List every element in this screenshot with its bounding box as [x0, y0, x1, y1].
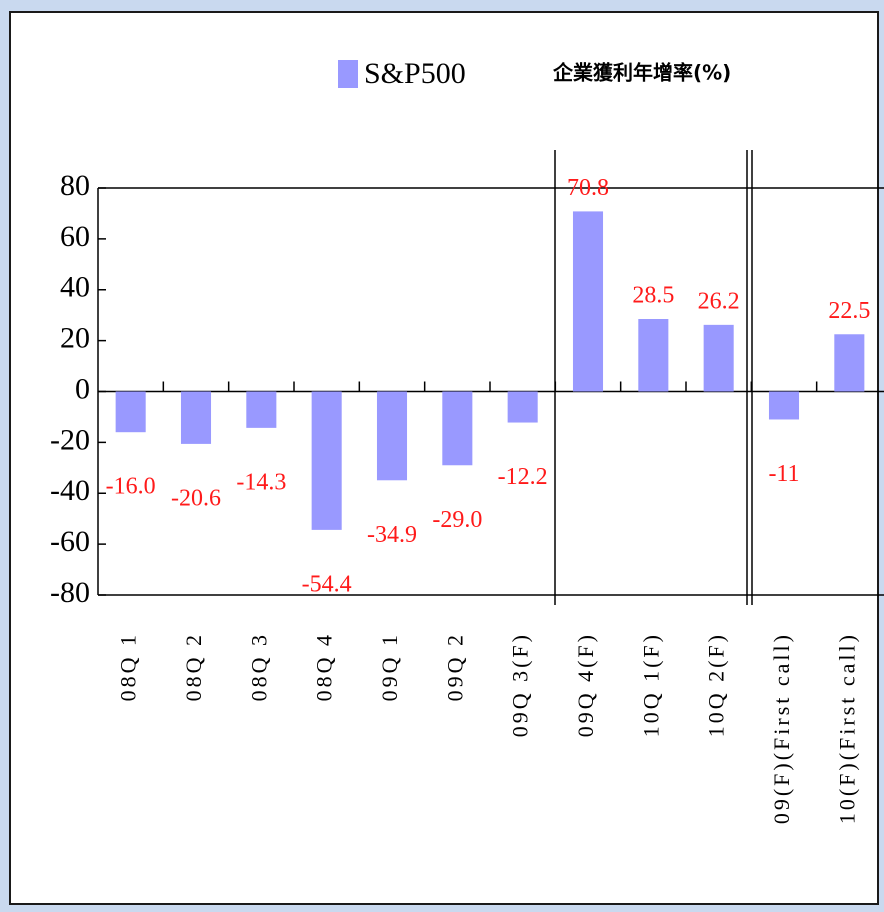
x-tick-label: 08Q 4 [312, 632, 337, 701]
value-label: -29.0 [432, 507, 482, 533]
value-label: -20.6 [171, 485, 221, 511]
value-label: -12.2 [498, 464, 548, 490]
y-tick-label: -80 [50, 576, 90, 609]
value-label: -14.3 [236, 469, 286, 495]
bar [115, 391, 146, 433]
legend-swatch [338, 60, 358, 88]
y-tick-label: 20 [60, 322, 90, 355]
x-tick-label: 10(F)(First call) [834, 632, 859, 824]
y-tick-label: -40 [50, 474, 90, 507]
bar [834, 334, 865, 392]
x-tick-label: 10Q 2(F) [704, 632, 729, 737]
value-label: 70.8 [567, 175, 609, 201]
x-tick-label: 09(F)(First call) [769, 632, 794, 824]
bar [442, 391, 473, 466]
x-tick-label: 08Q 1 [116, 632, 141, 701]
x-tick-label: 09Q 1 [377, 632, 402, 701]
y-tick-label: 60 [60, 220, 90, 253]
bar [246, 391, 277, 428]
y-tick-label: -20 [50, 423, 90, 456]
x-tick-label: 08Q 3 [246, 632, 271, 701]
bar [638, 319, 669, 392]
bar [703, 324, 734, 392]
bar [311, 391, 342, 530]
y-tick-label: 80 [60, 169, 90, 202]
value-label: -16.0 [106, 474, 156, 500]
chart-title: 企業獲利年增率(%) [552, 61, 731, 85]
value-label: -11 [768, 461, 799, 487]
value-label: -34.9 [367, 522, 417, 548]
x-tick-label: 09Q 2 [442, 632, 467, 701]
y-tick-label: -60 [50, 525, 90, 558]
bar [507, 391, 538, 423]
x-tick-label: 08Q 2 [181, 632, 206, 701]
bar [376, 391, 408, 481]
y-tick-label: 0 [75, 372, 90, 405]
bar [180, 391, 212, 444]
value-label: 28.5 [632, 283, 674, 309]
legend-label: S&P500 [364, 57, 466, 90]
value-label: -54.4 [302, 571, 352, 597]
value-label: 26.2 [698, 288, 740, 314]
bar [572, 211, 604, 392]
x-tick-label: 09Q 3(F) [508, 632, 533, 737]
x-tick-label: 09Q 4(F) [573, 632, 598, 737]
value-label: 22.5 [828, 298, 870, 324]
x-tick-label: 10Q 1(F) [638, 632, 663, 737]
y-tick-label: 40 [60, 271, 90, 304]
bar [768, 391, 800, 420]
